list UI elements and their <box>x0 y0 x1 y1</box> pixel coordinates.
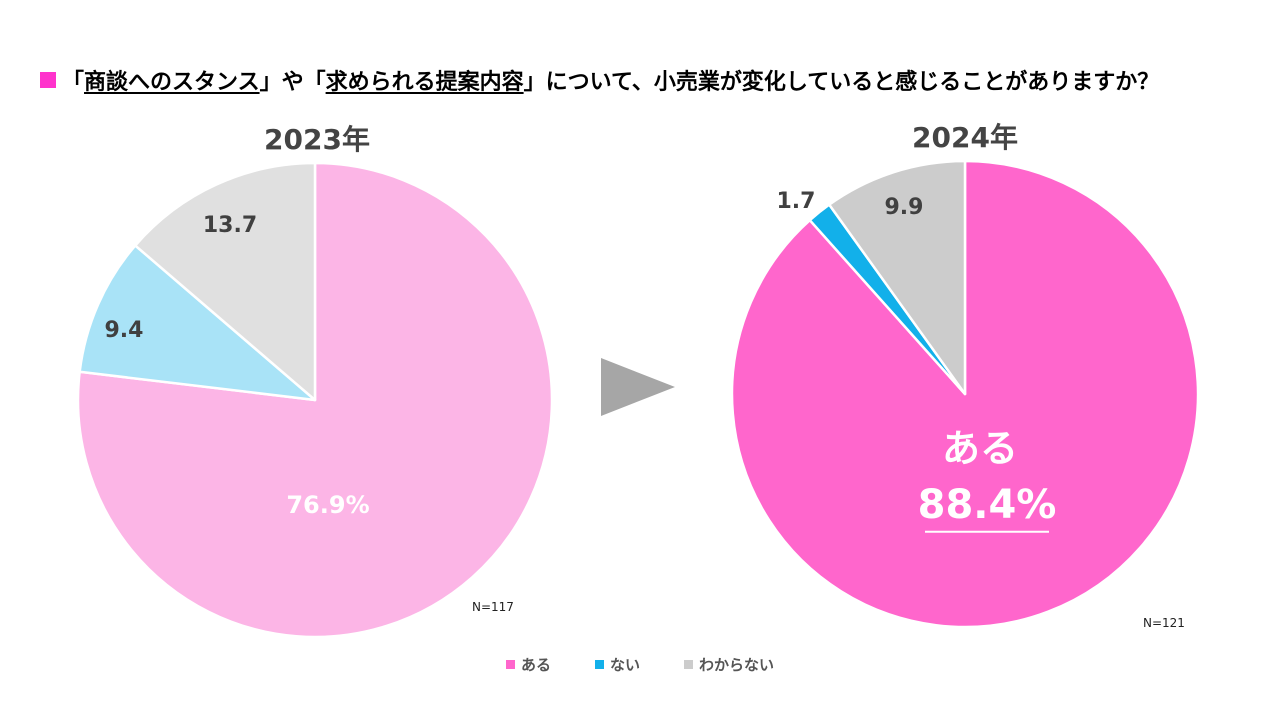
title-part-5: 」について、小売業が変化していると感じることがありますか？ <box>523 70 1160 95</box>
title-part-3: 」や「 <box>259 70 326 95</box>
legend-label-nai: ない <box>609 655 640 674</box>
title-part-1: 「 <box>62 70 85 95</box>
legend-label-wakaranai: わからない <box>699 655 775 674</box>
legend-item-nai: ない <box>594 654 640 674</box>
pie-2024-label-nai: 1.7 <box>777 189 816 214</box>
legend: ある ない わからない <box>0 654 1280 674</box>
pie-2023-label-nai: 9.4 <box>105 318 144 343</box>
title-underlined-2: 求められる提案内容 <box>325 70 524 95</box>
pie-2023-label-aru: 76.9% <box>286 491 369 519</box>
pie-2024-label-aru: 88.4% <box>918 482 1057 528</box>
pie-2023-slice-wakaranai <box>134 161 317 402</box>
legend-swatch-wakaranai <box>684 659 693 669</box>
legend-item-aru: ある <box>505 654 551 674</box>
year-2024-title: 2024年 <box>912 121 1018 154</box>
title-bullet-icon <box>40 72 56 88</box>
pie-2024-label-wakaranai: 9.9 <box>885 195 924 220</box>
pie-2023-slice-nai <box>78 244 317 402</box>
pie-2024-slice-wakaranai <box>827 159 967 396</box>
year-2023-title: 2023年 <box>264 123 370 156</box>
title-underlined-1: 商談へのスタンス <box>84 70 260 95</box>
pie-2023-slice-aru <box>76 161 554 639</box>
legend-swatch-nai <box>594 659 604 669</box>
legend-swatch-aru <box>505 659 515 669</box>
n-label-2023: N=117 <box>472 600 514 614</box>
pie-2024-highlight-label: ある <box>942 427 1018 471</box>
n-label-2024: N=121 <box>1143 616 1185 630</box>
arrow-right-icon <box>601 358 675 416</box>
chart-title: 「 商談へのスタンス 」や「 求められる提案内容 」について、小売業が変化してい… <box>40 62 1260 98</box>
legend-item-wakaranai: わからない <box>684 654 774 674</box>
legend-label-aru: ある <box>520 655 551 674</box>
pie-2023-label-wakaranai: 13.7 <box>203 213 257 238</box>
